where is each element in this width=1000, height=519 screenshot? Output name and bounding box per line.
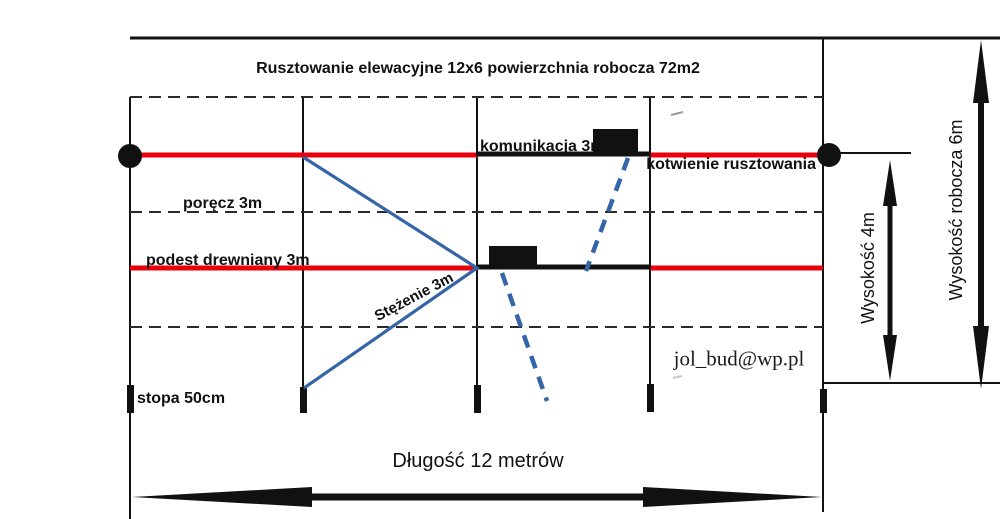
stopa-label: stopa 50cm [137,390,226,407]
wysokosc-4m-label: Wysokość 4m [858,212,878,324]
height6-arrow-head-bottom [973,326,989,389]
komunikacja-label: komunikacja 3m [480,138,605,155]
email-watermark: jol_bud@wp.pl [673,346,805,371]
podest-label: podest drewniany 3m [146,252,310,269]
wysokosc-robocza-6m-label: Wysokość robocza 6m [946,119,966,301]
hatch-block-lower [489,246,537,267]
base-plate-2 [300,387,307,413]
anchor-point-left [118,144,142,168]
porecz-label: poręcz 3m [183,195,263,212]
stray-mark-bottom [672,375,683,379]
height6-arrow-head-top [973,40,989,103]
base-plate-4 [647,384,654,412]
diagonal-brace-lines [302,155,480,390]
dlugosc-label: Długość 12 metrów [392,450,564,472]
height4-arrow-head-top [883,160,897,206]
hatch-block-upper [593,129,638,153]
length-arrow-head-right [643,487,822,507]
kotwienie-label: kotwienie rusztowania [646,156,816,173]
anchor-point-right [817,143,841,167]
height4-arrow-head-bottom [883,335,897,381]
length-arrow-head-left [132,487,312,507]
stray-mark-top [670,111,684,116]
base-plate-1 [127,385,134,413]
base-plate-3 [474,385,481,413]
base-plate-5 [820,389,827,413]
ladder-dashed-lower [499,272,550,402]
diagram-title: Rusztowanie elewacyjne 12x6 powierzchnia… [256,60,700,77]
ladder-dashed-upper [583,157,631,272]
